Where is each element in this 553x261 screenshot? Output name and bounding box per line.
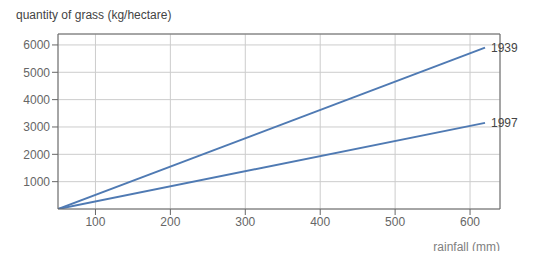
svg-text:4000: 4000 <box>23 93 50 107</box>
svg-text:400: 400 <box>310 215 330 229</box>
svg-text:1000: 1000 <box>23 175 50 189</box>
svg-text:100: 100 <box>85 215 105 229</box>
svg-text:500: 500 <box>385 215 405 229</box>
svg-text:3000: 3000 <box>23 120 50 134</box>
svg-text:200: 200 <box>160 215 180 229</box>
svg-text:1939: 1939 <box>491 41 518 55</box>
svg-text:2000: 2000 <box>23 148 50 162</box>
svg-text:1997: 1997 <box>491 116 518 130</box>
svg-text:5000: 5000 <box>23 66 50 80</box>
svg-text:600: 600 <box>460 215 480 229</box>
html-text:quantity of grass (kg/hectare): quantity of grass (kg/hectare) <box>16 8 172 22</box>
svg-text:6000: 6000 <box>23 38 50 52</box>
svg-text:300: 300 <box>235 215 255 229</box>
svg-text:rainfall (mm): rainfall (mm) <box>433 240 500 251</box>
